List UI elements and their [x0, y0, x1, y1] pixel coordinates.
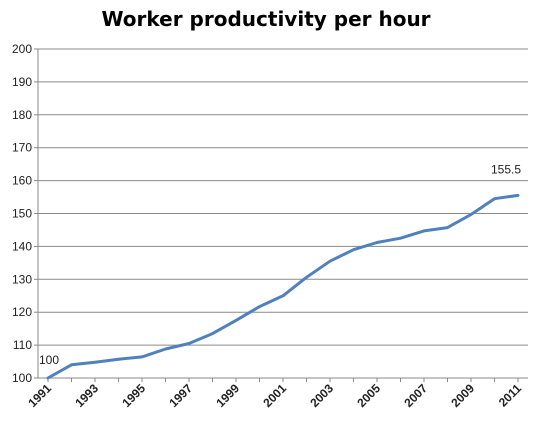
y-tick-label: 130 — [12, 272, 32, 286]
series — [46, 193, 520, 380]
series-line — [46, 193, 520, 380]
y-tick-label: 180 — [12, 108, 32, 122]
x-tick-label: 2005 — [354, 381, 383, 410]
y-tick-label: 170 — [12, 141, 32, 155]
y-axis-ticks: 100 110 120 130 140 150 160 170 180 190 200 — [12, 42, 32, 385]
y-tick-label: 190 — [12, 75, 32, 89]
x-tick-label: 2007 — [401, 381, 430, 410]
x-tick-label: 2011 — [496, 381, 525, 410]
data-labels: 100 155.5 — [39, 162, 521, 367]
y-tick-label: 140 — [12, 239, 32, 253]
x-tick-label: 1995 — [119, 381, 148, 410]
x-axis-ticks: 1991 1993 1995 1997 1999 2001 2003 2005 2007 2009… — [25, 381, 524, 410]
x-tick-label: 2001 — [260, 381, 289, 410]
data-label: 100 — [39, 353, 59, 367]
chart-title: Worker productivity per hour — [101, 7, 430, 31]
x-tick-label: 1991 — [25, 381, 54, 410]
x-tick-label: 1997 — [166, 381, 195, 410]
y-tick-label: 110 — [13, 338, 32, 352]
x-tick-label: 2009 — [448, 381, 477, 410]
y-tick-label: 200 — [12, 42, 32, 56]
data-label: 155.5 — [491, 162, 521, 176]
x-tick-label: 1999 — [213, 381, 242, 410]
gridlines — [38, 48, 528, 346]
y-tick-label: 100 — [12, 371, 32, 385]
y-tick-label: 160 — [12, 174, 32, 188]
x-tick-label: 1993 — [72, 381, 101, 410]
y-tick-label: 150 — [12, 207, 32, 221]
y-tick-label: 120 — [12, 305, 32, 319]
axes — [34, 48, 528, 382]
x-tick-label: 2003 — [307, 381, 336, 410]
